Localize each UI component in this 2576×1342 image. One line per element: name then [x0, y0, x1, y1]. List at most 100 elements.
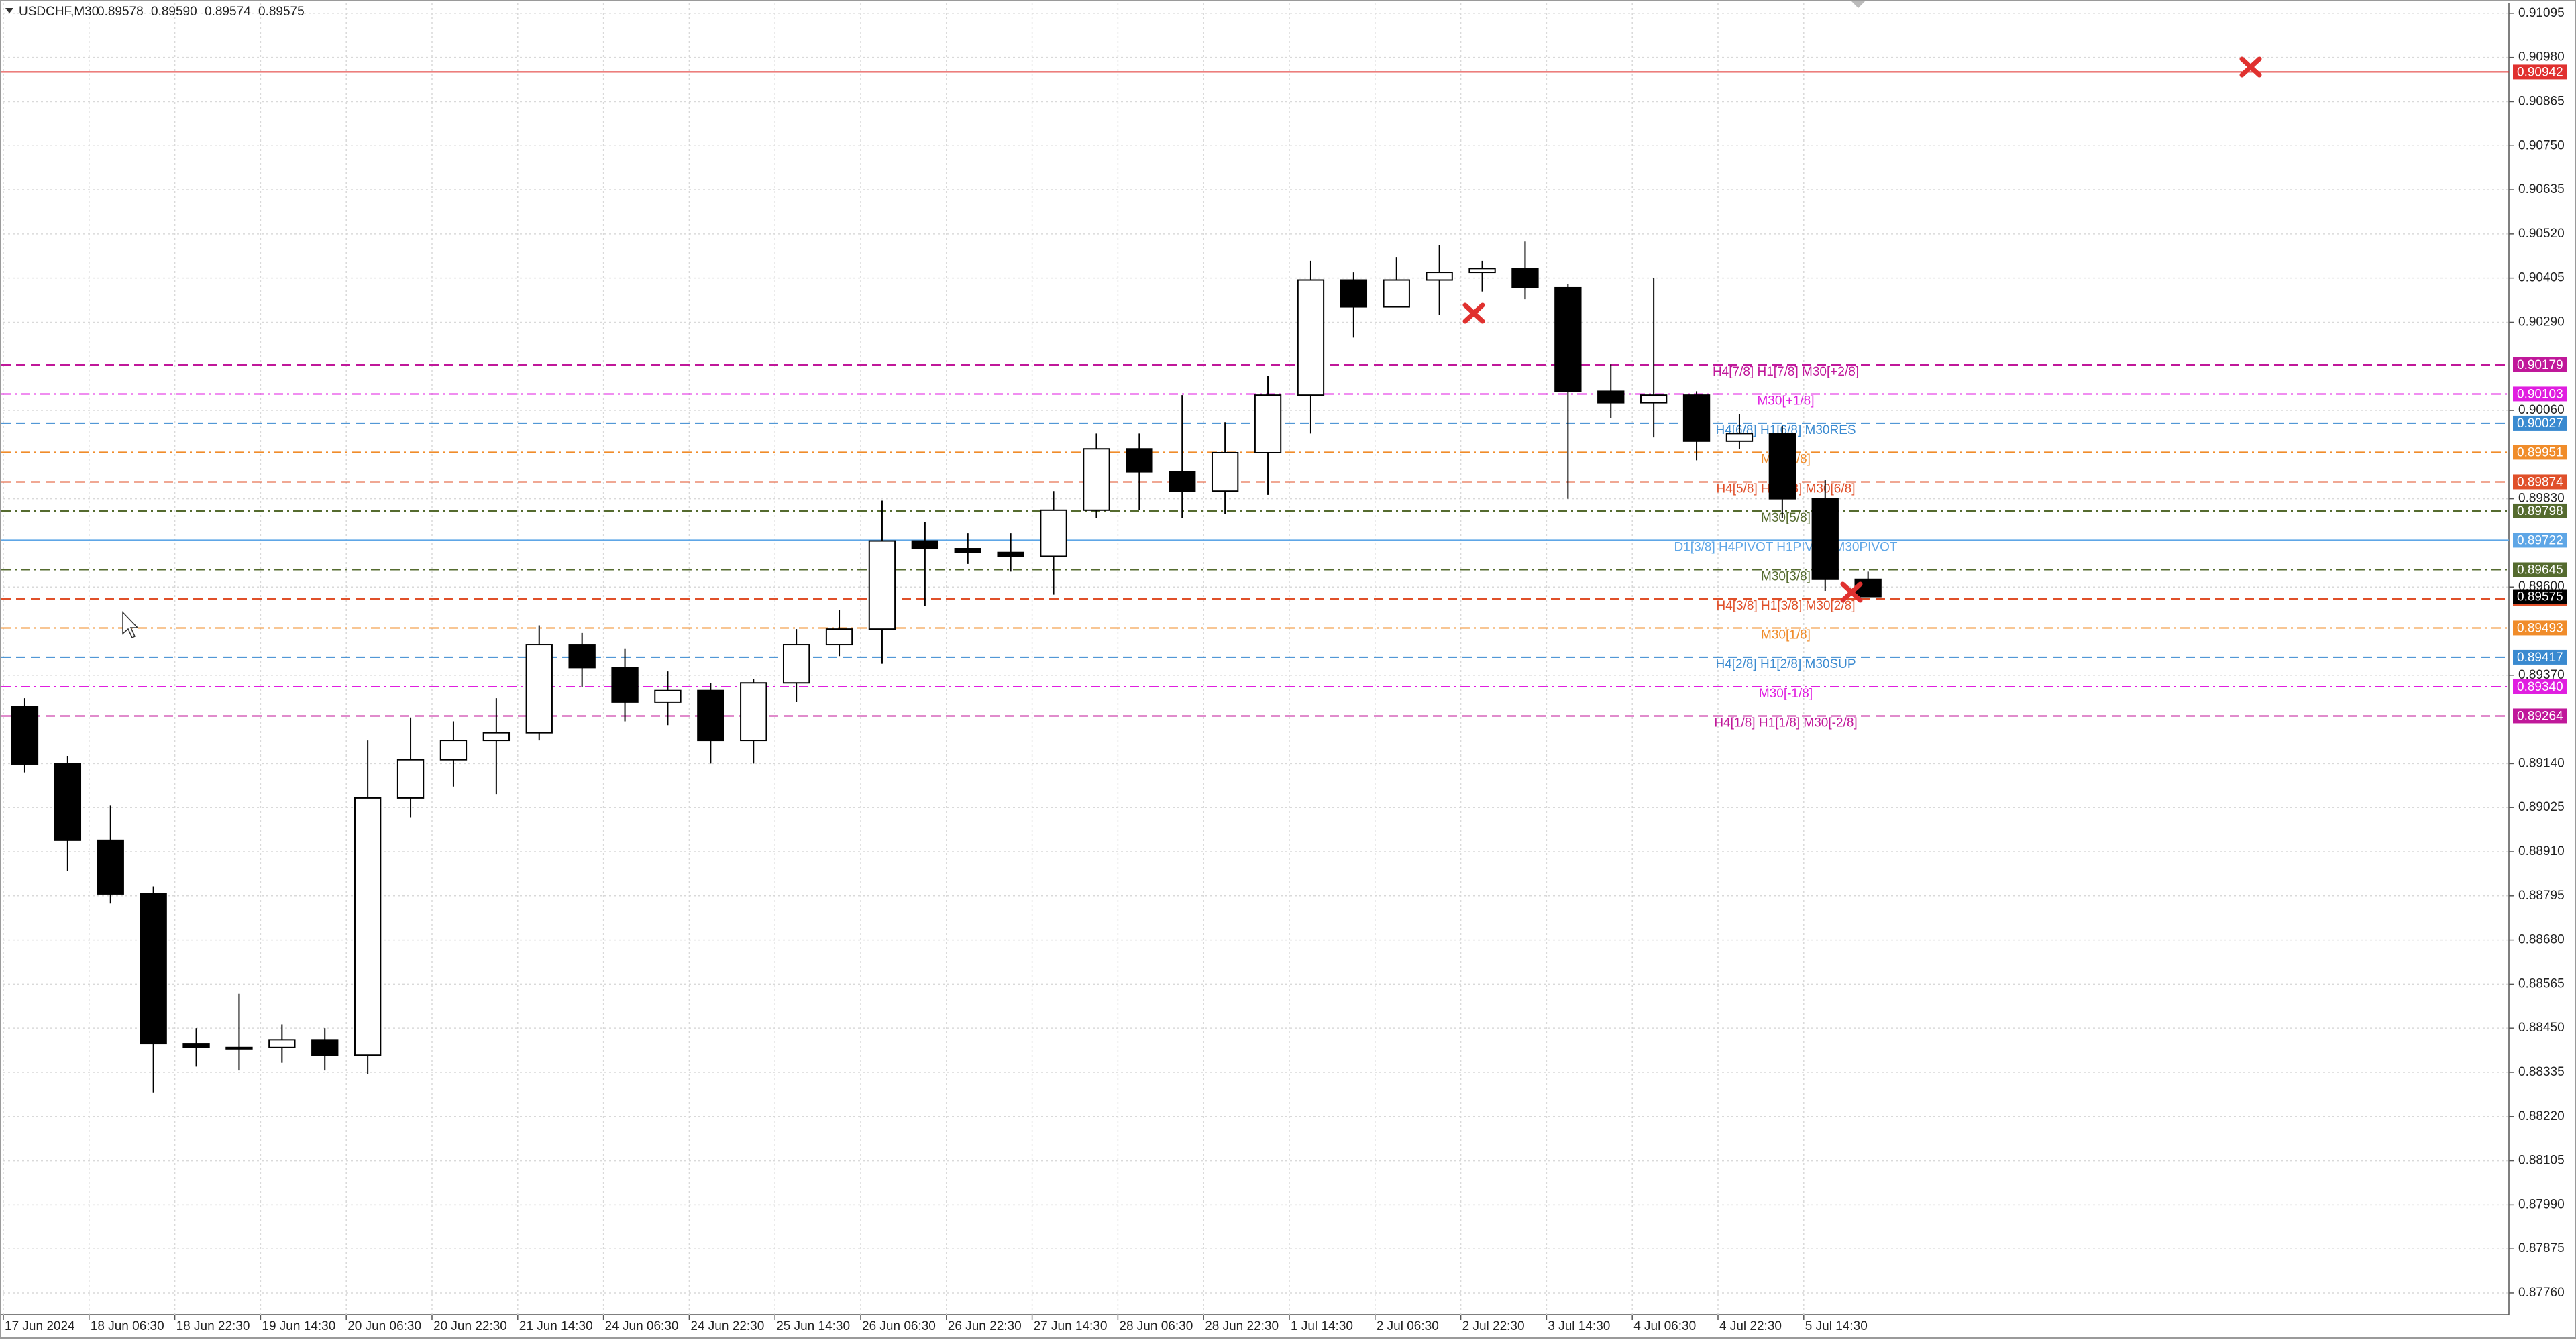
candle-body: [1597, 390, 1625, 404]
level-price-box: [2513, 503, 2567, 518]
x-tick-label: 17 Jun 2024: [5, 1319, 75, 1333]
x-tick-label: 28 Jun 06:30: [1119, 1319, 1193, 1333]
x-tick-label: 20 Jun 06:30: [347, 1319, 421, 1333]
candle-body: [825, 628, 853, 646]
trade-marker: [2239, 56, 2262, 78]
level-price: 0.89264: [2517, 709, 2563, 723]
y-tick-label: 0.90060: [2518, 403, 2565, 417]
level-label: H4[7/8] H1[7/8] M30[+2/8]: [1713, 365, 1859, 379]
x-tick-label: 18 Jun 22:30: [176, 1319, 250, 1333]
y-tick-label: 0.88220: [2518, 1109, 2565, 1123]
last-price-box: [2513, 589, 2567, 604]
x-tick-label: 28 Jun 22:30: [1205, 1319, 1279, 1333]
level-price: 0.89645: [2517, 563, 2563, 577]
candle-body: [568, 644, 596, 669]
level-price: 0.90942: [2517, 65, 2563, 79]
candle-body: [911, 540, 939, 550]
trade-markers: [1462, 56, 2262, 603]
candle-body: [225, 1046, 253, 1050]
candle-body: [439, 740, 468, 761]
shift-marker[interactable]: [1851, 1, 1865, 8]
x-tick-label: 26 Jun 22:30: [948, 1319, 1022, 1333]
y-tick-label: 0.91095: [2518, 6, 2565, 20]
x-tick-label: 1 Jul 14:30: [1291, 1319, 1353, 1333]
level-price-box: [2513, 649, 2567, 665]
candle-body: [1468, 268, 1496, 274]
level-label: M30[1/8]: [1761, 628, 1811, 642]
level-price: 0.89340: [2517, 680, 2563, 694]
candle-body: [1554, 286, 1582, 392]
cursor: [122, 611, 139, 639]
level-label: H4[3/8] H1[3/8] M30[2/8]: [1716, 599, 1855, 613]
candle-body: [1340, 279, 1368, 308]
level-price: 0.89722: [2517, 533, 2563, 547]
level-price-box: [2513, 708, 2567, 724]
candle-body: [1426, 272, 1453, 281]
level-price: 0.89417: [2517, 651, 2563, 665]
quote-close: 0.89575: [258, 5, 305, 19]
level-price: 0.89951: [2517, 445, 2563, 459]
x-tick-label: 4 Jul 22:30: [1719, 1319, 1782, 1333]
candle-body: [1682, 394, 1711, 442]
level-price-box: [2513, 64, 2567, 80]
x-tick-label: 2 Jul 06:30: [1377, 1319, 1439, 1333]
level-price-box: [2513, 562, 2567, 577]
level-label: M30[5/8]: [1761, 511, 1811, 525]
x-tick-label: 20 Jun 22:30: [433, 1319, 507, 1333]
y-tick-label: 0.89025: [2518, 800, 2565, 814]
level-price: 0.89798: [2517, 504, 2563, 518]
candle-body: [868, 540, 896, 630]
y-tick-label: 0.88565: [2518, 976, 2565, 991]
y-tick-label: 0.88335: [2518, 1065, 2565, 1079]
y-tick-label: 0.90750: [2518, 138, 2565, 152]
level-label: M30[3/8]: [1761, 569, 1811, 583]
y-tick-label: 0.88680: [2518, 933, 2565, 947]
candle-body: [1040, 509, 1067, 557]
candle-body: [1511, 268, 1539, 288]
candle-body: [268, 1039, 296, 1048]
candle-body: [140, 893, 167, 1045]
level-price-box: [2513, 386, 2567, 402]
candle-body: [997, 551, 1024, 557]
level-price: 0.90027: [2517, 416, 2563, 431]
level-price: 0.90179: [2517, 358, 2563, 372]
level-label: H4[2/8] H1[2/8] M30SUP: [1715, 657, 1856, 671]
level-price-box: [2513, 415, 2567, 431]
candle-body: [740, 682, 767, 742]
x-tick-label: 26 Jun 06:30: [862, 1319, 936, 1333]
candle-body: [697, 689, 724, 742]
candle-body: [782, 644, 810, 684]
candle-body: [1640, 394, 1668, 404]
x-tick-label: 2 Jul 22:30: [1462, 1319, 1525, 1333]
candle-body: [654, 689, 682, 703]
y-tick-label: 0.88450: [2518, 1021, 2565, 1035]
quote-low: 0.89574: [205, 5, 251, 19]
trade-marker: [1840, 581, 1863, 603]
candle-body: [396, 759, 425, 799]
x-tick-label: 3 Jul 14:30: [1548, 1319, 1610, 1333]
candle-body: [1383, 279, 1410, 308]
level-label: D1[3/8] H4PIVOT H1PIVOT M30PIVOT: [1674, 540, 1898, 554]
quote-high: 0.89590: [151, 5, 197, 19]
candle-body: [1126, 448, 1153, 473]
y-tick-label: 0.90865: [2518, 94, 2565, 108]
plot: 0.91095 0.90980 0.90865 0.90750 0.90635 0.905…: [1, 3, 2567, 1333]
y-tick-label: 0.88105: [2518, 1154, 2565, 1168]
level-price: 0.89874: [2517, 475, 2563, 489]
y-tick-label: 0.89830: [2518, 492, 2565, 506]
candle-body: [354, 797, 382, 1056]
trade-marker: [1462, 302, 1485, 324]
menu-icon[interactable]: [5, 8, 13, 13]
level-price-box: [2513, 620, 2567, 636]
level-label: M30[+1/8]: [1757, 394, 1814, 408]
level-price-box: [2513, 357, 2567, 372]
level-price: 0.89493: [2517, 621, 2563, 635]
candle-body: [11, 706, 39, 765]
candle-body: [1211, 451, 1239, 492]
candle-body: [954, 548, 981, 553]
level-price-box: [2513, 445, 2567, 460]
level-price-box: [2513, 533, 2567, 548]
level-price-box: [2513, 679, 2567, 694]
level-price: 0.90103: [2517, 387, 2563, 401]
